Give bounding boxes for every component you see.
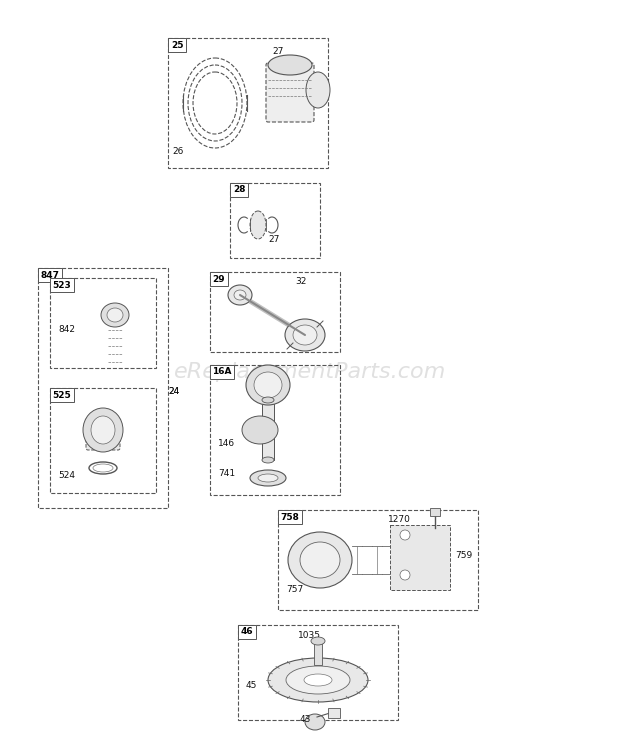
Text: 16A: 16A bbox=[212, 368, 232, 376]
Text: 523: 523 bbox=[53, 280, 71, 289]
Ellipse shape bbox=[228, 285, 252, 305]
Ellipse shape bbox=[311, 637, 325, 645]
Bar bbox=[210, 272, 340, 352]
Bar bbox=[38, 268, 62, 282]
Text: 46: 46 bbox=[241, 627, 254, 637]
Ellipse shape bbox=[293, 325, 317, 345]
Bar bbox=[328, 708, 340, 718]
FancyBboxPatch shape bbox=[266, 63, 314, 122]
Bar bbox=[210, 365, 234, 379]
Text: 45: 45 bbox=[246, 681, 257, 690]
Text: 1035: 1035 bbox=[298, 630, 321, 640]
Text: 24: 24 bbox=[168, 388, 179, 397]
Ellipse shape bbox=[285, 319, 325, 351]
Text: 29: 29 bbox=[213, 275, 225, 283]
Bar bbox=[168, 38, 186, 52]
Bar bbox=[238, 625, 256, 639]
Text: eReplacementParts.com: eReplacementParts.com bbox=[174, 362, 446, 382]
Text: 847: 847 bbox=[40, 271, 60, 280]
Bar bbox=[210, 272, 228, 286]
Bar bbox=[50, 278, 74, 292]
Text: 32: 32 bbox=[295, 278, 306, 286]
Ellipse shape bbox=[91, 416, 115, 444]
Ellipse shape bbox=[400, 570, 410, 580]
Ellipse shape bbox=[306, 72, 330, 108]
Text: 525: 525 bbox=[53, 391, 71, 400]
Text: 842: 842 bbox=[58, 326, 75, 335]
Text: 1270: 1270 bbox=[388, 516, 411, 525]
Ellipse shape bbox=[246, 365, 290, 405]
Ellipse shape bbox=[262, 397, 274, 403]
Ellipse shape bbox=[107, 308, 123, 322]
Ellipse shape bbox=[262, 457, 274, 463]
Ellipse shape bbox=[288, 532, 352, 588]
Bar bbox=[50, 278, 156, 368]
Text: 741: 741 bbox=[218, 469, 235, 478]
Text: 759: 759 bbox=[455, 551, 472, 559]
Bar bbox=[430, 508, 440, 516]
Bar bbox=[230, 183, 248, 197]
Text: 25: 25 bbox=[170, 40, 184, 50]
Ellipse shape bbox=[242, 416, 278, 444]
Text: 146: 146 bbox=[218, 438, 235, 447]
Ellipse shape bbox=[305, 714, 325, 730]
Bar bbox=[390, 525, 450, 590]
Ellipse shape bbox=[258, 474, 278, 482]
Ellipse shape bbox=[400, 530, 410, 540]
Bar bbox=[262, 400, 274, 460]
FancyBboxPatch shape bbox=[86, 418, 120, 450]
Ellipse shape bbox=[250, 211, 266, 239]
Bar bbox=[50, 388, 156, 493]
Bar bbox=[210, 365, 340, 495]
Text: 24: 24 bbox=[168, 388, 179, 397]
Ellipse shape bbox=[234, 290, 246, 300]
Text: 524: 524 bbox=[58, 470, 75, 479]
Ellipse shape bbox=[101, 303, 129, 327]
Ellipse shape bbox=[83, 408, 123, 452]
Bar bbox=[168, 38, 328, 168]
Ellipse shape bbox=[300, 542, 340, 578]
Ellipse shape bbox=[268, 55, 312, 75]
Bar bbox=[314, 643, 322, 665]
Ellipse shape bbox=[304, 674, 332, 686]
Text: 27: 27 bbox=[272, 48, 283, 57]
Text: 43: 43 bbox=[300, 716, 311, 725]
Ellipse shape bbox=[268, 658, 368, 702]
Bar bbox=[230, 183, 320, 258]
Text: 758: 758 bbox=[281, 513, 299, 522]
Ellipse shape bbox=[286, 666, 350, 694]
Ellipse shape bbox=[250, 470, 286, 486]
Bar bbox=[38, 268, 168, 508]
Bar bbox=[278, 510, 302, 524]
Text: 26: 26 bbox=[172, 147, 184, 156]
Text: 757: 757 bbox=[286, 586, 303, 594]
Ellipse shape bbox=[254, 372, 282, 398]
Bar bbox=[278, 510, 478, 610]
Text: 27: 27 bbox=[268, 236, 280, 245]
Text: 28: 28 bbox=[232, 185, 246, 194]
Bar bbox=[50, 388, 74, 402]
Bar bbox=[238, 625, 398, 720]
